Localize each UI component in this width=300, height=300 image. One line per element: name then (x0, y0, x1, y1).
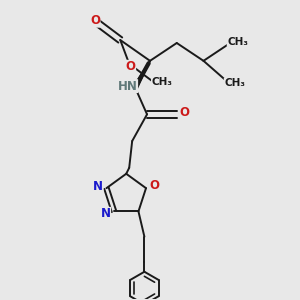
Text: CH₃: CH₃ (227, 37, 248, 46)
Text: O: O (90, 14, 100, 27)
Text: CH₃: CH₃ (152, 76, 172, 87)
Text: N: N (93, 180, 103, 193)
Text: HN: HN (118, 80, 138, 93)
Text: CH₃: CH₃ (224, 78, 245, 88)
Text: N: N (101, 207, 111, 220)
Text: O: O (126, 60, 136, 73)
Polygon shape (133, 61, 150, 89)
Text: O: O (149, 179, 159, 192)
Text: O: O (179, 106, 189, 119)
